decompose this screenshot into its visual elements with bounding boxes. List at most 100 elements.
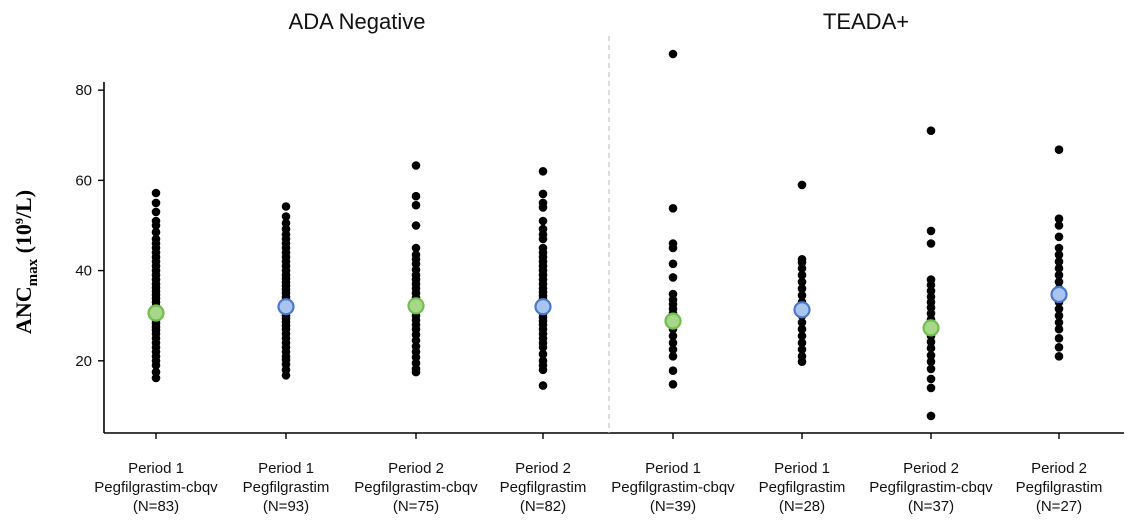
data-point xyxy=(1054,343,1064,352)
x-category-label: Pegfilgrastim-cbqv xyxy=(354,479,478,496)
data-point xyxy=(926,126,936,135)
labels-layer: 20 40 60 80 Period 1 Pegfilgrastim-cbqv (N=83)… xyxy=(11,9,1102,515)
x-category-label: Period 1 xyxy=(128,460,184,477)
data-point xyxy=(926,357,936,367)
data-point xyxy=(538,216,548,226)
data-point xyxy=(411,191,421,201)
panel-title: TEADA+ xyxy=(823,9,909,34)
data-point xyxy=(151,188,161,198)
data-point xyxy=(668,345,678,354)
data-point xyxy=(668,49,678,59)
data-point xyxy=(1054,324,1064,334)
data-point xyxy=(797,331,807,341)
data-point xyxy=(668,273,678,282)
x-category-label: (N=27) xyxy=(1036,498,1082,515)
data-point xyxy=(411,358,421,368)
x-category-label: Pegfilgrastim xyxy=(1016,479,1103,496)
x-category-label: Period 2 xyxy=(515,460,571,477)
data-point xyxy=(926,239,936,248)
data-point xyxy=(411,265,421,275)
data-point xyxy=(926,337,936,347)
mean-marker xyxy=(407,297,425,315)
mean-marker xyxy=(147,304,165,322)
x-category-label: (N=28) xyxy=(779,498,825,515)
data-point xyxy=(797,284,807,293)
data-point xyxy=(151,373,161,383)
data-point xyxy=(1054,311,1064,321)
data-point xyxy=(1054,257,1064,266)
x-category-label: (N=82) xyxy=(520,498,566,515)
x-category-label: (N=75) xyxy=(393,498,439,515)
mean-marker xyxy=(793,301,811,319)
mean-marker xyxy=(277,298,295,316)
data-point xyxy=(411,250,421,260)
panel-title: ADA Negative xyxy=(289,9,426,34)
data-point xyxy=(1054,270,1064,280)
data-point xyxy=(151,234,161,244)
data-point xyxy=(538,198,548,208)
y-tick-label: 40 xyxy=(75,263,92,280)
data-point xyxy=(1054,214,1064,223)
data-point xyxy=(668,204,678,213)
data-point xyxy=(797,254,807,264)
data-point xyxy=(668,338,678,348)
data-point xyxy=(411,200,421,210)
data-point xyxy=(1054,318,1064,327)
data-point xyxy=(281,212,291,221)
data-point xyxy=(797,291,807,300)
data-point xyxy=(668,380,678,389)
data-point xyxy=(1054,221,1064,230)
data-point xyxy=(926,292,936,302)
data-point xyxy=(281,202,291,211)
data-point xyxy=(797,318,807,327)
data-point xyxy=(926,286,936,296)
data-point xyxy=(926,383,936,393)
x-category-label: Pegfilgrastim-cbqv xyxy=(869,479,993,496)
data-point xyxy=(151,227,161,237)
data-point xyxy=(797,180,807,190)
x-category-label: (N=37) xyxy=(908,498,954,515)
data-point xyxy=(281,224,291,234)
data-point xyxy=(411,161,421,170)
data-point xyxy=(151,367,161,377)
data-point xyxy=(411,342,421,351)
data-point xyxy=(926,343,936,353)
y-tick-label: 80 xyxy=(75,82,92,99)
x-category-label: Period 2 xyxy=(388,460,444,477)
mean-marker xyxy=(534,298,552,316)
data-point xyxy=(538,167,548,176)
x-category-label: (N=93) xyxy=(263,498,309,515)
data-point xyxy=(538,243,548,253)
x-category-label: Pegfilgrastim xyxy=(500,479,587,496)
x-category-label: (N=39) xyxy=(650,498,696,515)
data-point xyxy=(1054,352,1064,361)
data-point xyxy=(797,270,807,280)
x-category-label: (N=83) xyxy=(133,498,179,515)
data-point xyxy=(1054,304,1064,314)
data-point xyxy=(668,352,678,361)
points-layer xyxy=(147,49,1068,421)
data-point xyxy=(926,374,936,384)
data-point xyxy=(1054,250,1064,260)
y-axis-label: ANCmax (109/L) xyxy=(11,190,41,334)
data-point xyxy=(797,352,807,361)
data-point xyxy=(151,216,161,226)
data-point xyxy=(1054,264,1064,273)
data-point xyxy=(538,356,548,366)
data-point xyxy=(538,381,548,390)
data-point xyxy=(668,289,678,299)
data-point xyxy=(151,198,161,208)
data-point xyxy=(668,366,678,376)
data-point xyxy=(411,243,421,253)
data-point xyxy=(926,351,936,360)
data-point xyxy=(281,218,291,228)
data-point xyxy=(926,411,936,421)
data-point xyxy=(797,345,807,354)
y-tick-label: 20 xyxy=(75,353,92,370)
x-category-label: Period 1 xyxy=(774,460,830,477)
data-point xyxy=(1054,145,1064,154)
data-point xyxy=(1054,232,1064,242)
x-category-label: Period 2 xyxy=(903,460,959,477)
